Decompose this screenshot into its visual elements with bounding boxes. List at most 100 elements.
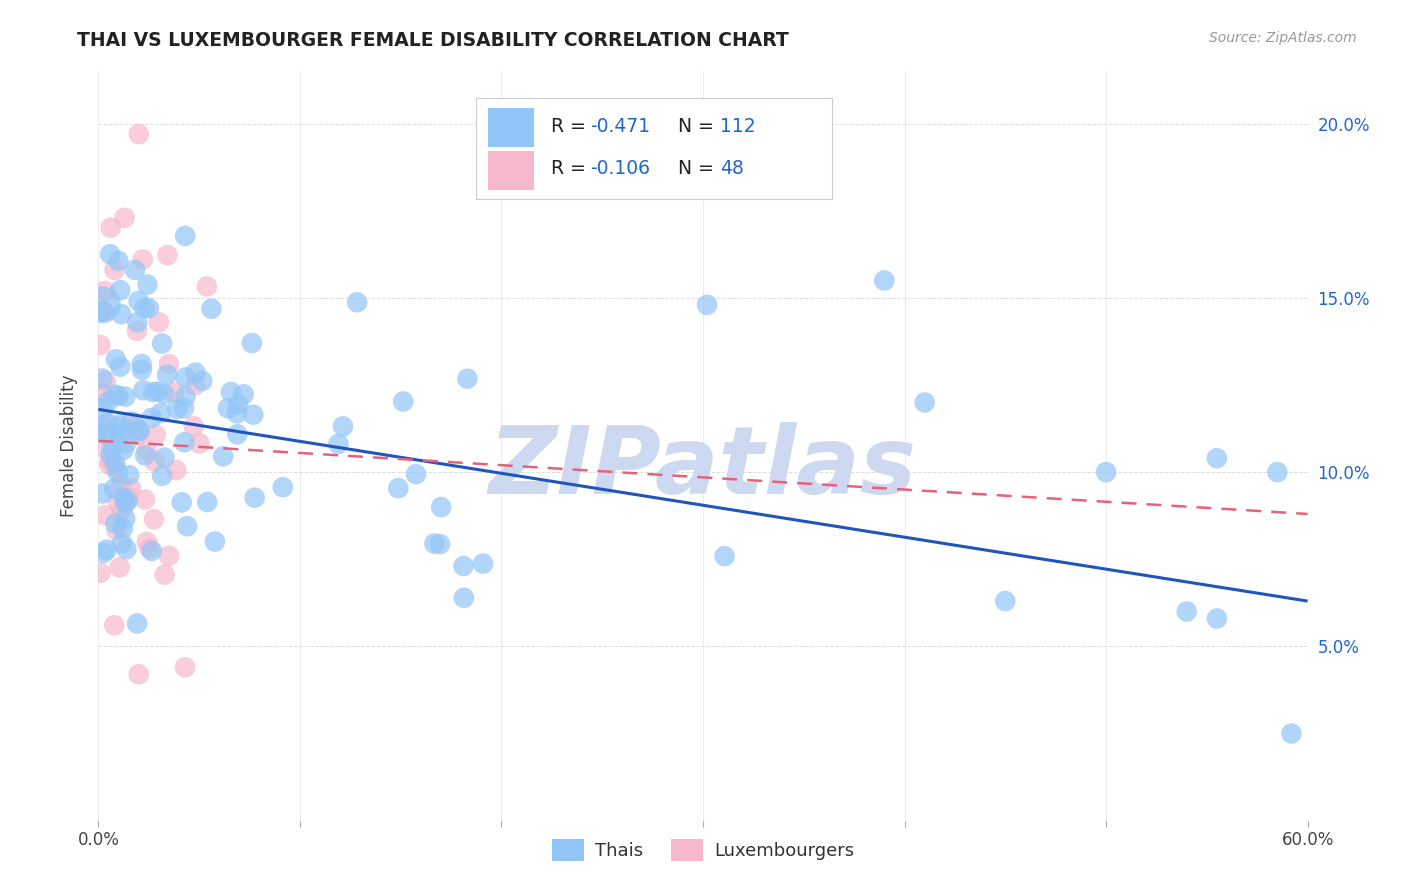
Point xyxy=(156,248,179,262)
Point xyxy=(114,211,136,225)
Point xyxy=(134,448,156,462)
Point xyxy=(153,567,176,582)
Point xyxy=(195,279,218,293)
Point xyxy=(873,273,896,287)
Point xyxy=(429,537,451,551)
Point xyxy=(204,534,226,549)
Point xyxy=(114,390,136,404)
Point xyxy=(153,450,176,465)
Point xyxy=(142,385,165,400)
Text: ZIPatlas: ZIPatlas xyxy=(489,423,917,515)
Point xyxy=(212,450,235,464)
Point xyxy=(127,315,149,329)
Point xyxy=(157,549,180,563)
Point xyxy=(150,336,173,351)
Point xyxy=(146,384,169,399)
Point xyxy=(105,523,128,537)
Point xyxy=(135,534,157,549)
Point xyxy=(90,386,112,401)
Point xyxy=(456,372,478,386)
Point xyxy=(111,521,134,535)
Point xyxy=(150,468,173,483)
Point xyxy=(121,414,143,428)
Point xyxy=(91,401,114,416)
Point xyxy=(110,283,132,297)
Point xyxy=(328,437,350,451)
Point xyxy=(96,542,118,557)
Point xyxy=(107,420,129,434)
Point xyxy=(195,495,218,509)
Point xyxy=(110,307,132,321)
Point xyxy=(94,427,117,442)
Point xyxy=(96,417,118,431)
Point xyxy=(104,460,127,475)
Point xyxy=(156,368,179,382)
Point xyxy=(453,591,475,605)
Point xyxy=(103,618,125,632)
Point xyxy=(225,406,247,420)
Point xyxy=(134,301,156,315)
Point xyxy=(112,442,135,457)
Point xyxy=(104,387,127,401)
Point xyxy=(184,366,207,380)
Point xyxy=(127,423,149,437)
Point xyxy=(163,385,186,400)
Point xyxy=(91,486,114,500)
Point xyxy=(136,277,159,292)
Point xyxy=(143,454,166,468)
Point xyxy=(104,352,127,367)
Point xyxy=(184,378,207,392)
Point xyxy=(914,395,936,409)
Point xyxy=(142,512,165,526)
Text: THAI VS LUXEMBOURGER FEMALE DISABILITY CORRELATION CHART: THAI VS LUXEMBOURGER FEMALE DISABILITY C… xyxy=(77,31,789,50)
Point xyxy=(165,463,187,477)
Point xyxy=(243,491,266,505)
Point xyxy=(127,427,149,442)
Point xyxy=(107,389,129,403)
Point xyxy=(97,394,120,409)
Point xyxy=(124,263,146,277)
Point xyxy=(696,298,718,312)
Point xyxy=(128,127,150,141)
Point xyxy=(110,477,132,491)
FancyBboxPatch shape xyxy=(475,97,832,199)
Point xyxy=(332,419,354,434)
Point xyxy=(1267,465,1289,479)
Point xyxy=(148,315,170,329)
Point xyxy=(132,384,155,398)
Point xyxy=(91,304,114,318)
Point xyxy=(117,494,139,508)
Legend: Thais, Luxembourgers: Thais, Luxembourgers xyxy=(544,831,862,868)
Point xyxy=(430,500,453,515)
Text: -0.106: -0.106 xyxy=(591,160,651,178)
Point xyxy=(98,247,121,261)
Y-axis label: Female Disability: Female Disability xyxy=(59,375,77,517)
Point xyxy=(110,359,132,374)
Text: N =: N = xyxy=(678,160,720,178)
Point xyxy=(1281,726,1303,740)
Point xyxy=(89,338,111,352)
Point xyxy=(110,426,132,441)
Text: Source: ZipAtlas.com: Source: ZipAtlas.com xyxy=(1209,31,1357,45)
Point xyxy=(141,544,163,558)
Point xyxy=(104,456,127,470)
Point xyxy=(114,511,136,525)
Point xyxy=(124,420,146,434)
Point xyxy=(91,422,114,436)
Point xyxy=(120,481,142,495)
Point xyxy=(98,458,121,472)
Point xyxy=(94,375,117,389)
Point xyxy=(115,436,138,450)
Point xyxy=(125,324,148,338)
Point xyxy=(1095,465,1118,479)
Point xyxy=(713,549,735,563)
Point xyxy=(157,357,180,371)
Point xyxy=(108,560,131,574)
Text: R =: R = xyxy=(551,117,592,136)
Point xyxy=(226,397,249,411)
Text: R =: R = xyxy=(551,160,592,178)
Text: N =: N = xyxy=(678,117,720,136)
Point xyxy=(392,394,415,409)
Point xyxy=(217,401,239,416)
Point xyxy=(170,495,193,509)
